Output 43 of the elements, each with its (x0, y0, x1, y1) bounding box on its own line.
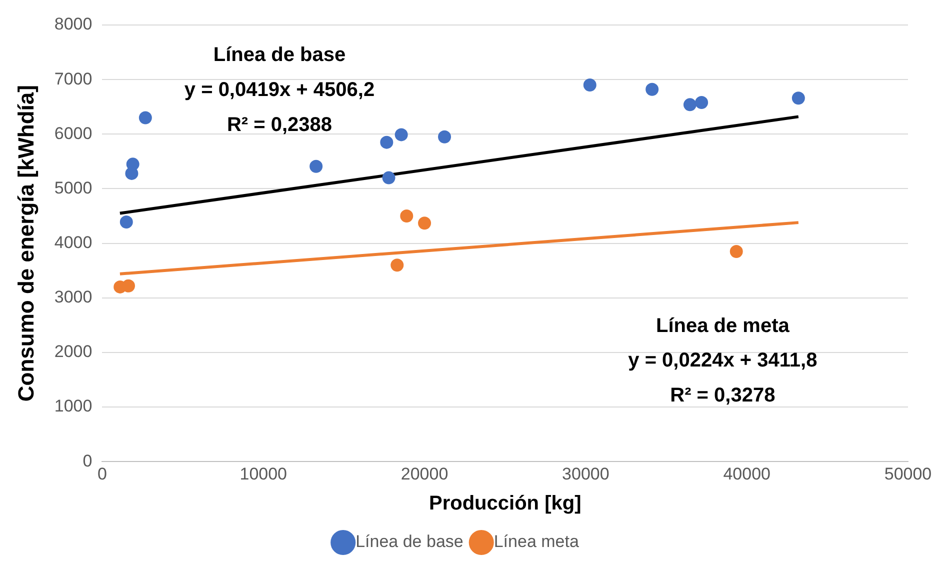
point (390, 258, 404, 272)
annotation: y = 0,0224x + 3411,8 (628, 350, 818, 372)
point (380, 136, 394, 149)
legend-label: Línea meta (494, 532, 580, 552)
point (438, 130, 452, 144)
point (126, 158, 140, 171)
annotation: Línea de meta (656, 314, 790, 337)
point (583, 78, 596, 92)
point (683, 98, 696, 112)
point (382, 171, 396, 184)
point (394, 128, 408, 142)
annotation: R² = 0,2388 (226, 114, 332, 136)
x-axis-title: Producción [kg] (428, 492, 582, 515)
y-tick-label: 4000 (54, 232, 92, 252)
y-tick-label: 7000 (54, 69, 92, 88)
y-tick-label: 1000 (54, 396, 92, 416)
annotation: R² = 0,3278 (670, 384, 776, 407)
x-tick-label: 0 (97, 464, 107, 484)
y-tick-label: 2000 (54, 342, 92, 362)
point (730, 244, 743, 258)
point (646, 82, 659, 96)
point (122, 279, 135, 292)
x-tick-label: 50000 (884, 464, 932, 484)
legend-label: Línea de base (356, 532, 464, 552)
x-tick-label: 30000 (562, 464, 610, 484)
y-tick-label: 5000 (54, 178, 92, 198)
point (695, 96, 708, 109)
point (418, 216, 432, 230)
annotation: Línea de base (213, 44, 346, 66)
x-tick-label: 20000 (400, 464, 448, 484)
point (138, 111, 152, 124)
y-tick-label: 8000 (54, 14, 92, 34)
y-tick-label: 0 (82, 451, 92, 470)
y-tick-label: 3000 (54, 288, 92, 307)
point (120, 216, 133, 229)
y-axis-title: Consumo de energía [kWhdía] (13, 85, 38, 402)
y-tick-label: 6000 (54, 124, 92, 143)
x-tick-label: 40000 (723, 464, 770, 484)
point (310, 160, 323, 173)
x-tick-label: 10000 (240, 464, 288, 484)
point (400, 210, 414, 223)
annotation: y = 0,0419x + 4506,2 (184, 79, 375, 102)
point (792, 92, 805, 105)
